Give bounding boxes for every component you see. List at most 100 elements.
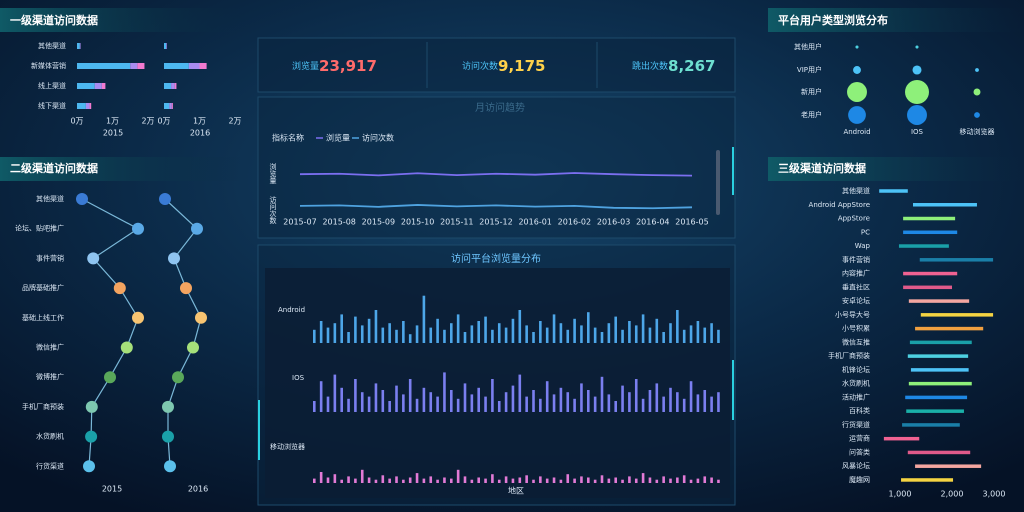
bar xyxy=(703,476,707,483)
bar xyxy=(696,321,700,343)
bar xyxy=(587,390,590,412)
range-bar xyxy=(907,354,969,358)
bar xyxy=(326,477,330,483)
bar xyxy=(504,476,508,483)
bar xyxy=(504,392,508,412)
bar xyxy=(354,379,357,412)
bar xyxy=(634,325,638,343)
bar xyxy=(415,398,419,412)
row-label: 老用户 xyxy=(801,110,822,119)
bar xyxy=(669,478,672,483)
bar xyxy=(518,310,522,343)
x-axis-label: 地区 xyxy=(508,486,524,496)
bar-segment xyxy=(169,103,172,109)
bar xyxy=(545,478,549,483)
kpi-label: 跳出次数 xyxy=(632,60,668,72)
range-bar xyxy=(908,381,972,386)
bar xyxy=(559,323,563,343)
bar xyxy=(313,478,316,483)
bar xyxy=(628,321,631,343)
bar xyxy=(676,477,679,483)
connector-line xyxy=(81,198,140,467)
bar xyxy=(587,477,590,483)
bar xyxy=(573,478,576,483)
bar-segment xyxy=(164,43,167,49)
range-bar xyxy=(903,230,958,235)
bar xyxy=(580,383,583,412)
bar-segment xyxy=(85,103,90,109)
bar xyxy=(463,332,467,343)
bar xyxy=(388,323,391,343)
x-tick-label: 2016-05 xyxy=(675,218,708,227)
range-bar xyxy=(903,271,958,276)
bar xyxy=(682,475,686,483)
bar xyxy=(600,475,604,483)
bar xyxy=(408,379,412,412)
bar xyxy=(360,392,364,412)
bar-segment xyxy=(94,83,102,89)
category-label: 内容推广 xyxy=(842,269,870,278)
kpi: 跳出次数8,267 xyxy=(632,57,715,75)
dot xyxy=(191,222,203,235)
range-bar xyxy=(909,340,972,345)
bar xyxy=(443,372,446,412)
category-label: 行货渠道 xyxy=(842,420,870,429)
bar xyxy=(477,387,480,412)
bar xyxy=(539,398,542,412)
bar xyxy=(662,396,665,412)
bar xyxy=(600,376,604,412)
bar xyxy=(628,392,631,412)
bar xyxy=(491,329,494,343)
bar xyxy=(456,469,460,483)
x-tick-label: 2016-02 xyxy=(558,218,591,227)
bar-segment xyxy=(101,83,106,89)
bar-segment xyxy=(199,63,207,69)
bar xyxy=(313,329,316,343)
range-bar xyxy=(902,423,960,427)
category-label: 风暴论坛 xyxy=(842,461,870,470)
category-label: 机锋论坛 xyxy=(842,365,870,374)
bubble xyxy=(973,88,981,96)
bar xyxy=(326,327,330,343)
line xyxy=(299,204,693,210)
bar xyxy=(402,321,405,343)
bar xyxy=(477,477,480,483)
bar-segment xyxy=(137,63,145,69)
bar xyxy=(559,387,563,412)
category-label: 新媒体营销 xyxy=(31,61,66,70)
kpi-box xyxy=(257,37,736,93)
bar xyxy=(408,334,412,343)
bar xyxy=(593,327,597,343)
range-bar xyxy=(907,450,971,455)
bar xyxy=(525,396,528,412)
panel-title: 平台用户类型浏览分布 xyxy=(778,13,888,27)
x-tick-label: 2015-08 xyxy=(322,218,355,227)
category-label: 微博推广 xyxy=(36,372,64,381)
x-tick-label: 2015-09 xyxy=(362,218,395,227)
row-label: IOS xyxy=(292,374,305,382)
x-tick-label: 2016-03 xyxy=(597,218,630,227)
bar xyxy=(717,479,720,483)
dot xyxy=(83,460,95,473)
bar xyxy=(402,479,405,483)
x-tick-label: 2015-07 xyxy=(283,218,316,227)
bar xyxy=(552,477,556,483)
bar xyxy=(648,477,652,483)
header-bar xyxy=(0,157,245,181)
bar-segment xyxy=(164,63,189,69)
bar xyxy=(614,477,617,483)
bar xyxy=(347,476,350,483)
panel-title: 二级渠道访问数据 xyxy=(10,161,98,175)
bar xyxy=(634,478,638,483)
panel-title: 月访问趋势 xyxy=(475,101,525,114)
bar xyxy=(710,396,713,412)
bar xyxy=(539,321,542,343)
bar xyxy=(463,383,467,412)
bar-segment xyxy=(77,83,95,89)
panel-title: 一级渠道访问数据 xyxy=(10,13,98,27)
bar xyxy=(682,398,686,412)
row-label: 新用户 xyxy=(801,87,822,96)
kpi-label: 访问次数 xyxy=(462,60,498,72)
x-tick-label: 2万 xyxy=(141,117,154,126)
